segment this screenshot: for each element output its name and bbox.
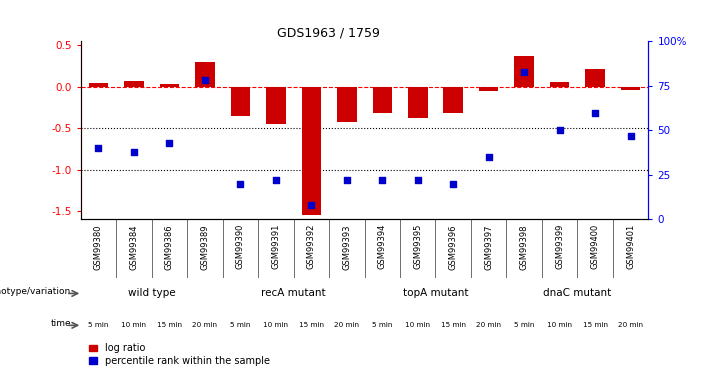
- Point: [128, 148, 139, 154]
- Point: [519, 69, 530, 75]
- Text: 15 min: 15 min: [583, 322, 608, 328]
- Point: [376, 177, 388, 183]
- Bar: [408, 87, 428, 118]
- Bar: [231, 87, 250, 116]
- Text: 10 min: 10 min: [405, 322, 430, 328]
- Text: 10 min: 10 min: [264, 322, 288, 328]
- Point: [412, 177, 423, 183]
- Bar: [160, 84, 179, 87]
- Text: 20 min: 20 min: [618, 322, 644, 328]
- Bar: [301, 87, 321, 215]
- Text: 10 min: 10 min: [121, 322, 147, 328]
- Text: wild type: wild type: [128, 288, 175, 298]
- Text: GSM99390: GSM99390: [236, 224, 245, 269]
- Text: GSM99386: GSM99386: [165, 224, 174, 270]
- Text: GSM99397: GSM99397: [484, 224, 494, 270]
- Text: GSM99380: GSM99380: [94, 224, 103, 270]
- Point: [590, 110, 601, 116]
- Bar: [266, 87, 285, 124]
- Text: GSM99395: GSM99395: [414, 224, 422, 269]
- Point: [554, 128, 565, 134]
- Text: 20 min: 20 min: [476, 322, 501, 328]
- Text: GSM99384: GSM99384: [130, 224, 138, 270]
- Text: recA mutant: recA mutant: [261, 288, 326, 298]
- Text: topA mutant: topA mutant: [403, 288, 468, 298]
- Bar: [479, 87, 498, 91]
- Bar: [515, 56, 534, 87]
- Text: 5 min: 5 min: [88, 322, 109, 328]
- Bar: [124, 81, 144, 87]
- Text: GSM99401: GSM99401: [626, 224, 635, 269]
- Legend: log ratio, percentile rank within the sample: log ratio, percentile rank within the sa…: [86, 339, 274, 370]
- Text: GSM99389: GSM99389: [200, 224, 210, 270]
- Text: 20 min: 20 min: [334, 322, 360, 328]
- Bar: [88, 82, 108, 87]
- Text: 20 min: 20 min: [192, 322, 217, 328]
- Text: 5 min: 5 min: [372, 322, 393, 328]
- Bar: [444, 87, 463, 113]
- Text: 5 min: 5 min: [230, 322, 250, 328]
- Point: [625, 133, 637, 139]
- Text: GDS1963 / 1759: GDS1963 / 1759: [277, 26, 380, 39]
- Point: [235, 181, 246, 187]
- Text: GSM99400: GSM99400: [591, 224, 599, 269]
- Point: [164, 140, 175, 146]
- Bar: [195, 62, 215, 87]
- Point: [483, 154, 494, 160]
- Bar: [621, 87, 641, 90]
- Point: [341, 177, 353, 183]
- Text: 10 min: 10 min: [547, 322, 572, 328]
- Text: 5 min: 5 min: [514, 322, 534, 328]
- Text: time: time: [50, 319, 71, 328]
- Text: dnaC mutant: dnaC mutant: [543, 288, 611, 298]
- Bar: [550, 82, 569, 87]
- Text: GSM99392: GSM99392: [307, 224, 315, 269]
- Text: GSM99398: GSM99398: [519, 224, 529, 270]
- Text: GSM99396: GSM99396: [449, 224, 458, 270]
- Text: 15 min: 15 min: [441, 322, 465, 328]
- Point: [448, 181, 459, 187]
- Text: 15 min: 15 min: [299, 322, 324, 328]
- Point: [270, 177, 281, 183]
- Text: GSM99394: GSM99394: [378, 224, 387, 269]
- Text: genotype/variation: genotype/variation: [0, 287, 71, 296]
- Text: 15 min: 15 min: [157, 322, 182, 328]
- Text: GSM99393: GSM99393: [342, 224, 351, 270]
- Point: [93, 145, 104, 151]
- Bar: [585, 69, 605, 87]
- Bar: [372, 87, 392, 113]
- Point: [199, 78, 210, 84]
- Text: GSM99391: GSM99391: [271, 224, 280, 269]
- Bar: [337, 87, 357, 122]
- Point: [306, 202, 317, 208]
- Text: GSM99399: GSM99399: [555, 224, 564, 269]
